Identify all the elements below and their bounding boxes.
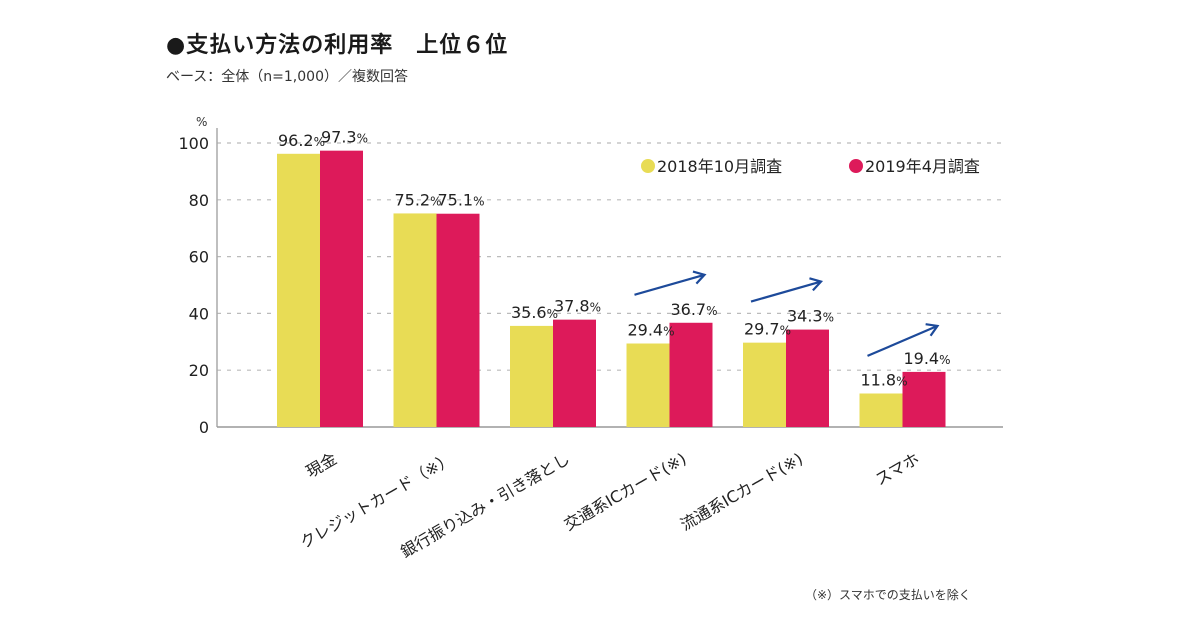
bar-2018: [393, 213, 437, 427]
bar-2019: [786, 329, 829, 427]
data-label: 75.1%: [437, 191, 484, 210]
legend-swatch: [641, 159, 655, 173]
data-label: 29.4%: [627, 321, 674, 340]
data-label: 35.6%: [511, 303, 558, 322]
y-tick-label: 0: [199, 418, 209, 437]
category-label: 流通系ICカード(※): [677, 449, 806, 534]
y-tick-label: 100: [178, 134, 209, 153]
bar-2019: [553, 319, 596, 427]
bars: [277, 150, 946, 428]
y-tick-label: 80: [189, 191, 209, 210]
legend-swatch: [849, 159, 863, 173]
legend-label: 2018年10月調査: [657, 157, 782, 176]
footnote: （※）スマホでの支払いを除く: [805, 588, 971, 602]
up-arrow-icon: [750, 280, 822, 303]
y-tick-label: 20: [189, 361, 209, 380]
up-arrow-icon: [867, 324, 938, 357]
arrow-head-icon: [925, 323, 940, 337]
data-label: 96.2%: [278, 131, 325, 150]
chart-title: ●支払い方法の利用率 上位６位: [166, 33, 509, 58]
bar-2019: [436, 213, 480, 427]
data-label: 97.3%: [321, 128, 368, 147]
y-axis-unit: %: [196, 115, 207, 129]
y-tick-label: 60: [189, 248, 209, 267]
data-label: 11.8%: [860, 370, 907, 389]
bar-2018: [510, 325, 553, 427]
arrow-head-icon: [809, 277, 824, 292]
data-label: 75.2%: [394, 190, 441, 209]
bar-2019: [320, 150, 363, 427]
category-label: 交通系ICカード(※): [561, 449, 690, 534]
data-label: 36.7%: [670, 300, 717, 319]
bar-2018: [277, 153, 320, 428]
y-tick-label: 40: [189, 304, 209, 323]
bar-2019: [902, 371, 946, 427]
chart-subtitle: ベース：全体（n=1,000）／複数回答: [166, 69, 408, 85]
data-label: 19.4%: [903, 349, 950, 368]
legend: 2018年10月調査 2019年4月調査: [641, 157, 980, 176]
bar-2018: [626, 343, 670, 427]
bar-2019: [669, 322, 713, 427]
data-labels: 96.2%97.3% 75.2%75.1% 35.6%37.8% 29.4% 36.7%…: [278, 128, 951, 390]
data-label: 37.8%: [554, 297, 601, 316]
category-label: 現金: [303, 449, 340, 481]
legend-label: 2019年4月調査: [865, 157, 980, 176]
data-label: 34.3%: [787, 307, 834, 326]
category-label: スマホ: [872, 449, 923, 489]
bar-2018: [859, 393, 903, 427]
data-label: 29.7%: [744, 320, 791, 339]
trend-arrows: [634, 270, 940, 357]
arrow-head-icon: [692, 270, 707, 285]
category-labels: 現金クレジットカード（※）銀行振り込み・引き落とし交通系ICカード(※)流通系I…: [297, 449, 923, 561]
bar-2018: [743, 342, 786, 427]
up-arrow-icon: [634, 273, 705, 296]
